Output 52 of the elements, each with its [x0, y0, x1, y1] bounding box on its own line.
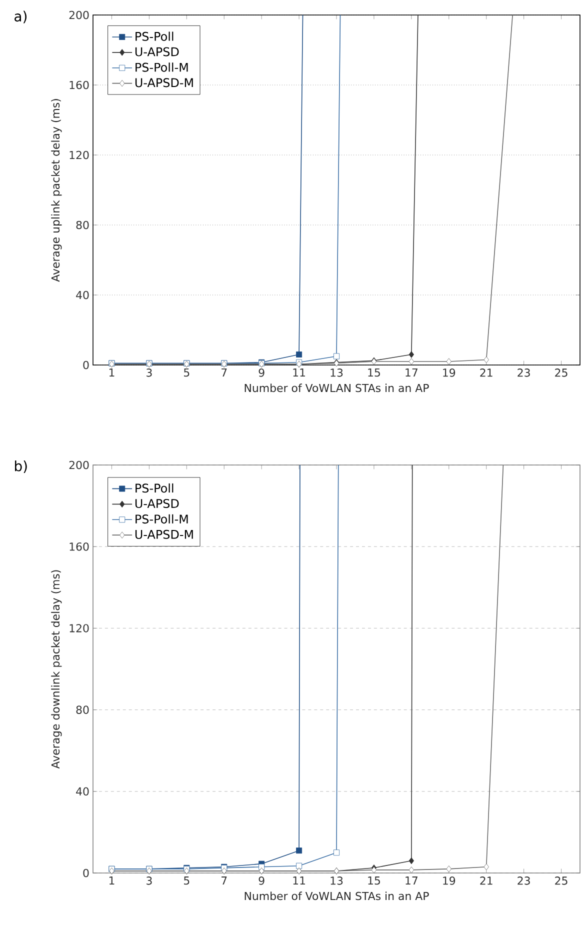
- x-tick-label: 25: [555, 368, 568, 377]
- x-tick-label: 5: [184, 876, 190, 885]
- x-tick-label: 7: [222, 876, 227, 885]
- x-tick-label: 5: [184, 368, 190, 377]
- x-tick-label: 13: [330, 876, 343, 885]
- legend-label: U-APSD-M: [135, 78, 193, 88]
- x-axis-title: Number of VoWLAN STAs in an AP: [244, 892, 429, 900]
- y-axis-title: Average uplink packet delay (ms): [51, 99, 62, 282]
- x-tick-label: 23: [518, 368, 530, 377]
- legend-label: PS-Poll: [136, 32, 174, 41]
- x-tick-label: 13: [330, 368, 343, 377]
- x-tick-label: 3: [146, 876, 152, 885]
- x-tick-label: 15: [368, 876, 380, 885]
- x-tick-label: 9: [258, 368, 264, 377]
- x-tick-label: 11: [293, 368, 305, 377]
- x-tick-label: 21: [480, 368, 492, 377]
- y-tick-label: 40: [76, 787, 89, 796]
- x-tick-label: 1: [109, 368, 114, 377]
- legend-label: PS-Poll-M: [136, 62, 188, 72]
- legend-label: U-APSD-M: [135, 530, 193, 539]
- legend-label: PS-Poll: [136, 483, 174, 493]
- x-tick-label: 23: [518, 876, 530, 885]
- legend-label: U-APSD: [135, 47, 179, 56]
- x-tick-label: 17: [406, 876, 418, 885]
- y-tick-label: 40: [76, 290, 89, 300]
- x-tick-label: 25: [555, 876, 568, 885]
- chart-title: a): [14, 10, 27, 24]
- x-axis-title: Number of VoWLAN STAs in an AP: [244, 384, 429, 392]
- y-tick-label: 120: [70, 150, 89, 160]
- y-tick-label: 80: [76, 706, 89, 714]
- x-tick-label: 19: [443, 876, 456, 885]
- x-tick-label: 15: [368, 368, 380, 377]
- x-tick-label: 17: [406, 368, 418, 377]
- y-tick-label: 200: [69, 460, 89, 470]
- x-tick-label: 11: [293, 876, 305, 885]
- y-tick-label: 120: [70, 624, 89, 632]
- x-tick-label: 3: [146, 368, 152, 377]
- x-tick-label: 9: [258, 876, 264, 885]
- y-tick-label: 80: [76, 220, 89, 230]
- x-tick-label: 7: [222, 368, 227, 377]
- y-tick-label: 200: [69, 10, 89, 20]
- chart-title: b): [14, 460, 27, 473]
- y-tick-label: 160: [70, 542, 89, 551]
- x-tick-label: 19: [443, 368, 456, 377]
- y-tick-label: 0: [83, 360, 89, 370]
- y-tick-label: 160: [70, 80, 89, 90]
- x-tick-label: 21: [480, 876, 492, 885]
- legend-label: PS-Poll-M: [136, 514, 188, 524]
- y-tick-label: 0: [83, 868, 89, 878]
- y-axis-title: Average downlink packet delay (ms): [51, 570, 62, 769]
- legend-label: U-APSD: [135, 498, 179, 508]
- x-tick-label: 1: [109, 876, 114, 885]
